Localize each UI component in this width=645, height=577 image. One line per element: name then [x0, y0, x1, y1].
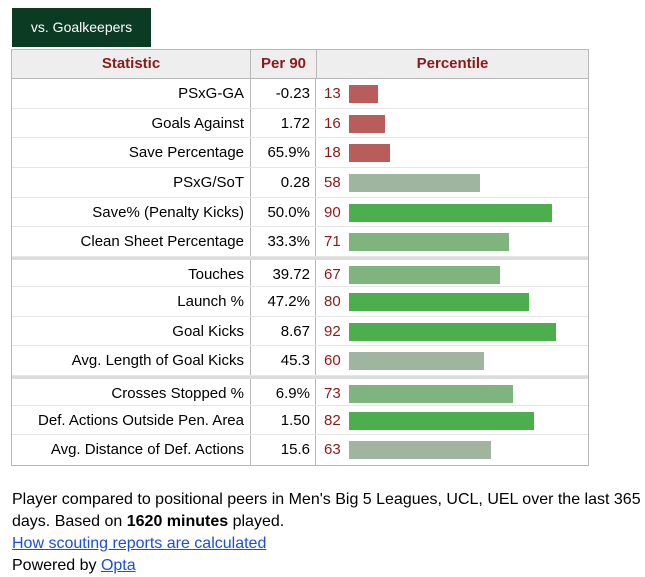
percentile-bar — [349, 384, 513, 403]
percentile-value: 18 — [324, 144, 341, 162]
percentile-value: 73 — [324, 384, 341, 402]
percentile-cell: 63 — [315, 435, 588, 465]
stat-label: PSxG/SoT — [173, 174, 244, 192]
per90-value: -0.23 — [250, 79, 315, 108]
percentile-value: 58 — [324, 174, 341, 192]
stat-label: PSxG-GA — [178, 85, 244, 102]
percentile-value: 60 — [324, 352, 341, 370]
table-row: Save% (Penalty Kicks) 50.0% 90 — [12, 197, 588, 228]
stat-label: Crosses Stopped % — [111, 384, 244, 402]
opta-link[interactable]: Opta — [100, 557, 136, 574]
table-row: PSxG-GA -0.23 13 — [12, 79, 588, 109]
percentile-value: 80 — [324, 292, 341, 310]
table-row: PSxG/SoT 0.28 58 — [12, 168, 588, 198]
percentile-cell: 67 — [315, 260, 588, 286]
table-row: Save Percentage 65.9% 18 — [12, 138, 588, 169]
tab-vs-goalkeepers[interactable]: vs. Goalkeepers — [12, 8, 151, 47]
percentile-cell: 60 — [315, 346, 588, 375]
stat-label: Launch % — [177, 292, 244, 310]
header-per90: Per 90 — [250, 50, 316, 78]
table-row: Launch % 47.2% 80 — [12, 286, 588, 317]
stat-label: Avg. Length of Goal Kicks — [71, 352, 244, 370]
minutes-played: 1620 minutes — [126, 513, 229, 530]
percentile-cell: 16 — [315, 108, 588, 138]
per90-value: 39.72 — [250, 260, 315, 286]
stat-label: Goal Kicks — [172, 322, 244, 340]
per90-value: 45.3 — [250, 346, 315, 375]
scouting-report-table: Statistic Per 90 Percentile PSxG-GA -0.23… — [11, 49, 589, 466]
percentile-bar — [349, 292, 529, 311]
table-row: Goal Kicks 8.67 92 — [12, 316, 588, 347]
scouting-report-info-link[interactable]: How scouting reports are calculated — [12, 535, 267, 552]
percentile-bar — [349, 352, 484, 371]
per90-value: 6.9% — [250, 378, 315, 405]
percentile-value: 16 — [324, 114, 341, 132]
percentile-cell: 90 — [315, 197, 588, 227]
percentile-bar — [349, 203, 552, 222]
stat-label: Avg. Distance of Def. Actions — [50, 441, 244, 459]
percentile-value: 63 — [324, 441, 341, 459]
table-row: Crosses Stopped % 6.9% 73 — [12, 375, 588, 406]
percentile-bar — [349, 144, 390, 163]
table-row: Def. Actions Outside Pen. Area 1.50 82 — [12, 405, 588, 436]
percentile-bar — [349, 233, 509, 252]
per90-value: 1.72 — [250, 108, 315, 138]
stat-label: Def. Actions Outside Pen. Area — [38, 411, 244, 429]
footer-note: Player compared to positional peers in M… — [12, 491, 641, 574]
percentile-cell: 92 — [315, 316, 588, 346]
per90-value: 47.2% — [250, 286, 315, 316]
per90-value: 50.0% — [250, 197, 315, 227]
per90-value: 33.3% — [250, 227, 315, 257]
stat-label: Touches — [188, 266, 244, 284]
per90-value: 1.50 — [250, 405, 315, 435]
table-row: Clean Sheet Percentage 33.3% 71 — [12, 227, 588, 258]
percentile-bar — [349, 411, 534, 430]
percentile-value: 71 — [324, 233, 341, 251]
stat-label: Goals Against — [151, 114, 244, 132]
per90-value: 15.6 — [250, 435, 315, 465]
percentile-value: 92 — [324, 322, 341, 340]
per90-value: 65.9% — [250, 138, 315, 168]
table-row: Avg. Distance of Def. Actions 15.6 63 — [12, 435, 588, 465]
percentile-bar — [349, 114, 385, 133]
header-statistic: Statistic — [101, 55, 161, 72]
header-percentile: Percentile — [316, 50, 588, 78]
per90-value: 8.67 — [250, 316, 315, 346]
percentile-value: 90 — [324, 203, 341, 221]
table-header: Statistic Per 90 Percentile — [12, 50, 588, 79]
table-row: Touches 39.72 67 — [12, 257, 588, 287]
percentile-cell: 18 — [315, 138, 588, 168]
table-body: PSxG-GA -0.23 13 Goals Against 1.72 16 Save Pe… — [12, 79, 588, 465]
stat-label: Save% (Penalty Kicks) — [92, 203, 244, 221]
percentile-value: 13 — [324, 85, 341, 102]
table-row: Avg. Length of Goal Kicks 45.3 60 — [12, 346, 588, 376]
per90-value: 0.28 — [250, 168, 315, 197]
stat-label: Clean Sheet Percentage — [80, 233, 244, 251]
stat-label: Save Percentage — [128, 144, 244, 162]
percentile-bar — [349, 441, 491, 460]
percentile-bar — [349, 322, 556, 341]
percentile-bar — [349, 85, 378, 103]
percentile-cell: 13 — [315, 79, 588, 108]
footer-description: Player compared to positional peers in M… — [12, 491, 641, 530]
table-row: Goals Against 1.72 16 — [12, 108, 588, 139]
percentile-value: 82 — [324, 411, 341, 429]
percentile-bar — [349, 174, 480, 193]
percentile-cell: 71 — [315, 227, 588, 257]
percentile-value: 67 — [324, 266, 341, 284]
percentile-cell: 82 — [315, 405, 588, 435]
percentile-cell: 80 — [315, 286, 588, 316]
percentile-cell: 73 — [315, 378, 588, 405]
percentile-cell: 58 — [315, 168, 588, 197]
percentile-bar — [349, 266, 500, 285]
